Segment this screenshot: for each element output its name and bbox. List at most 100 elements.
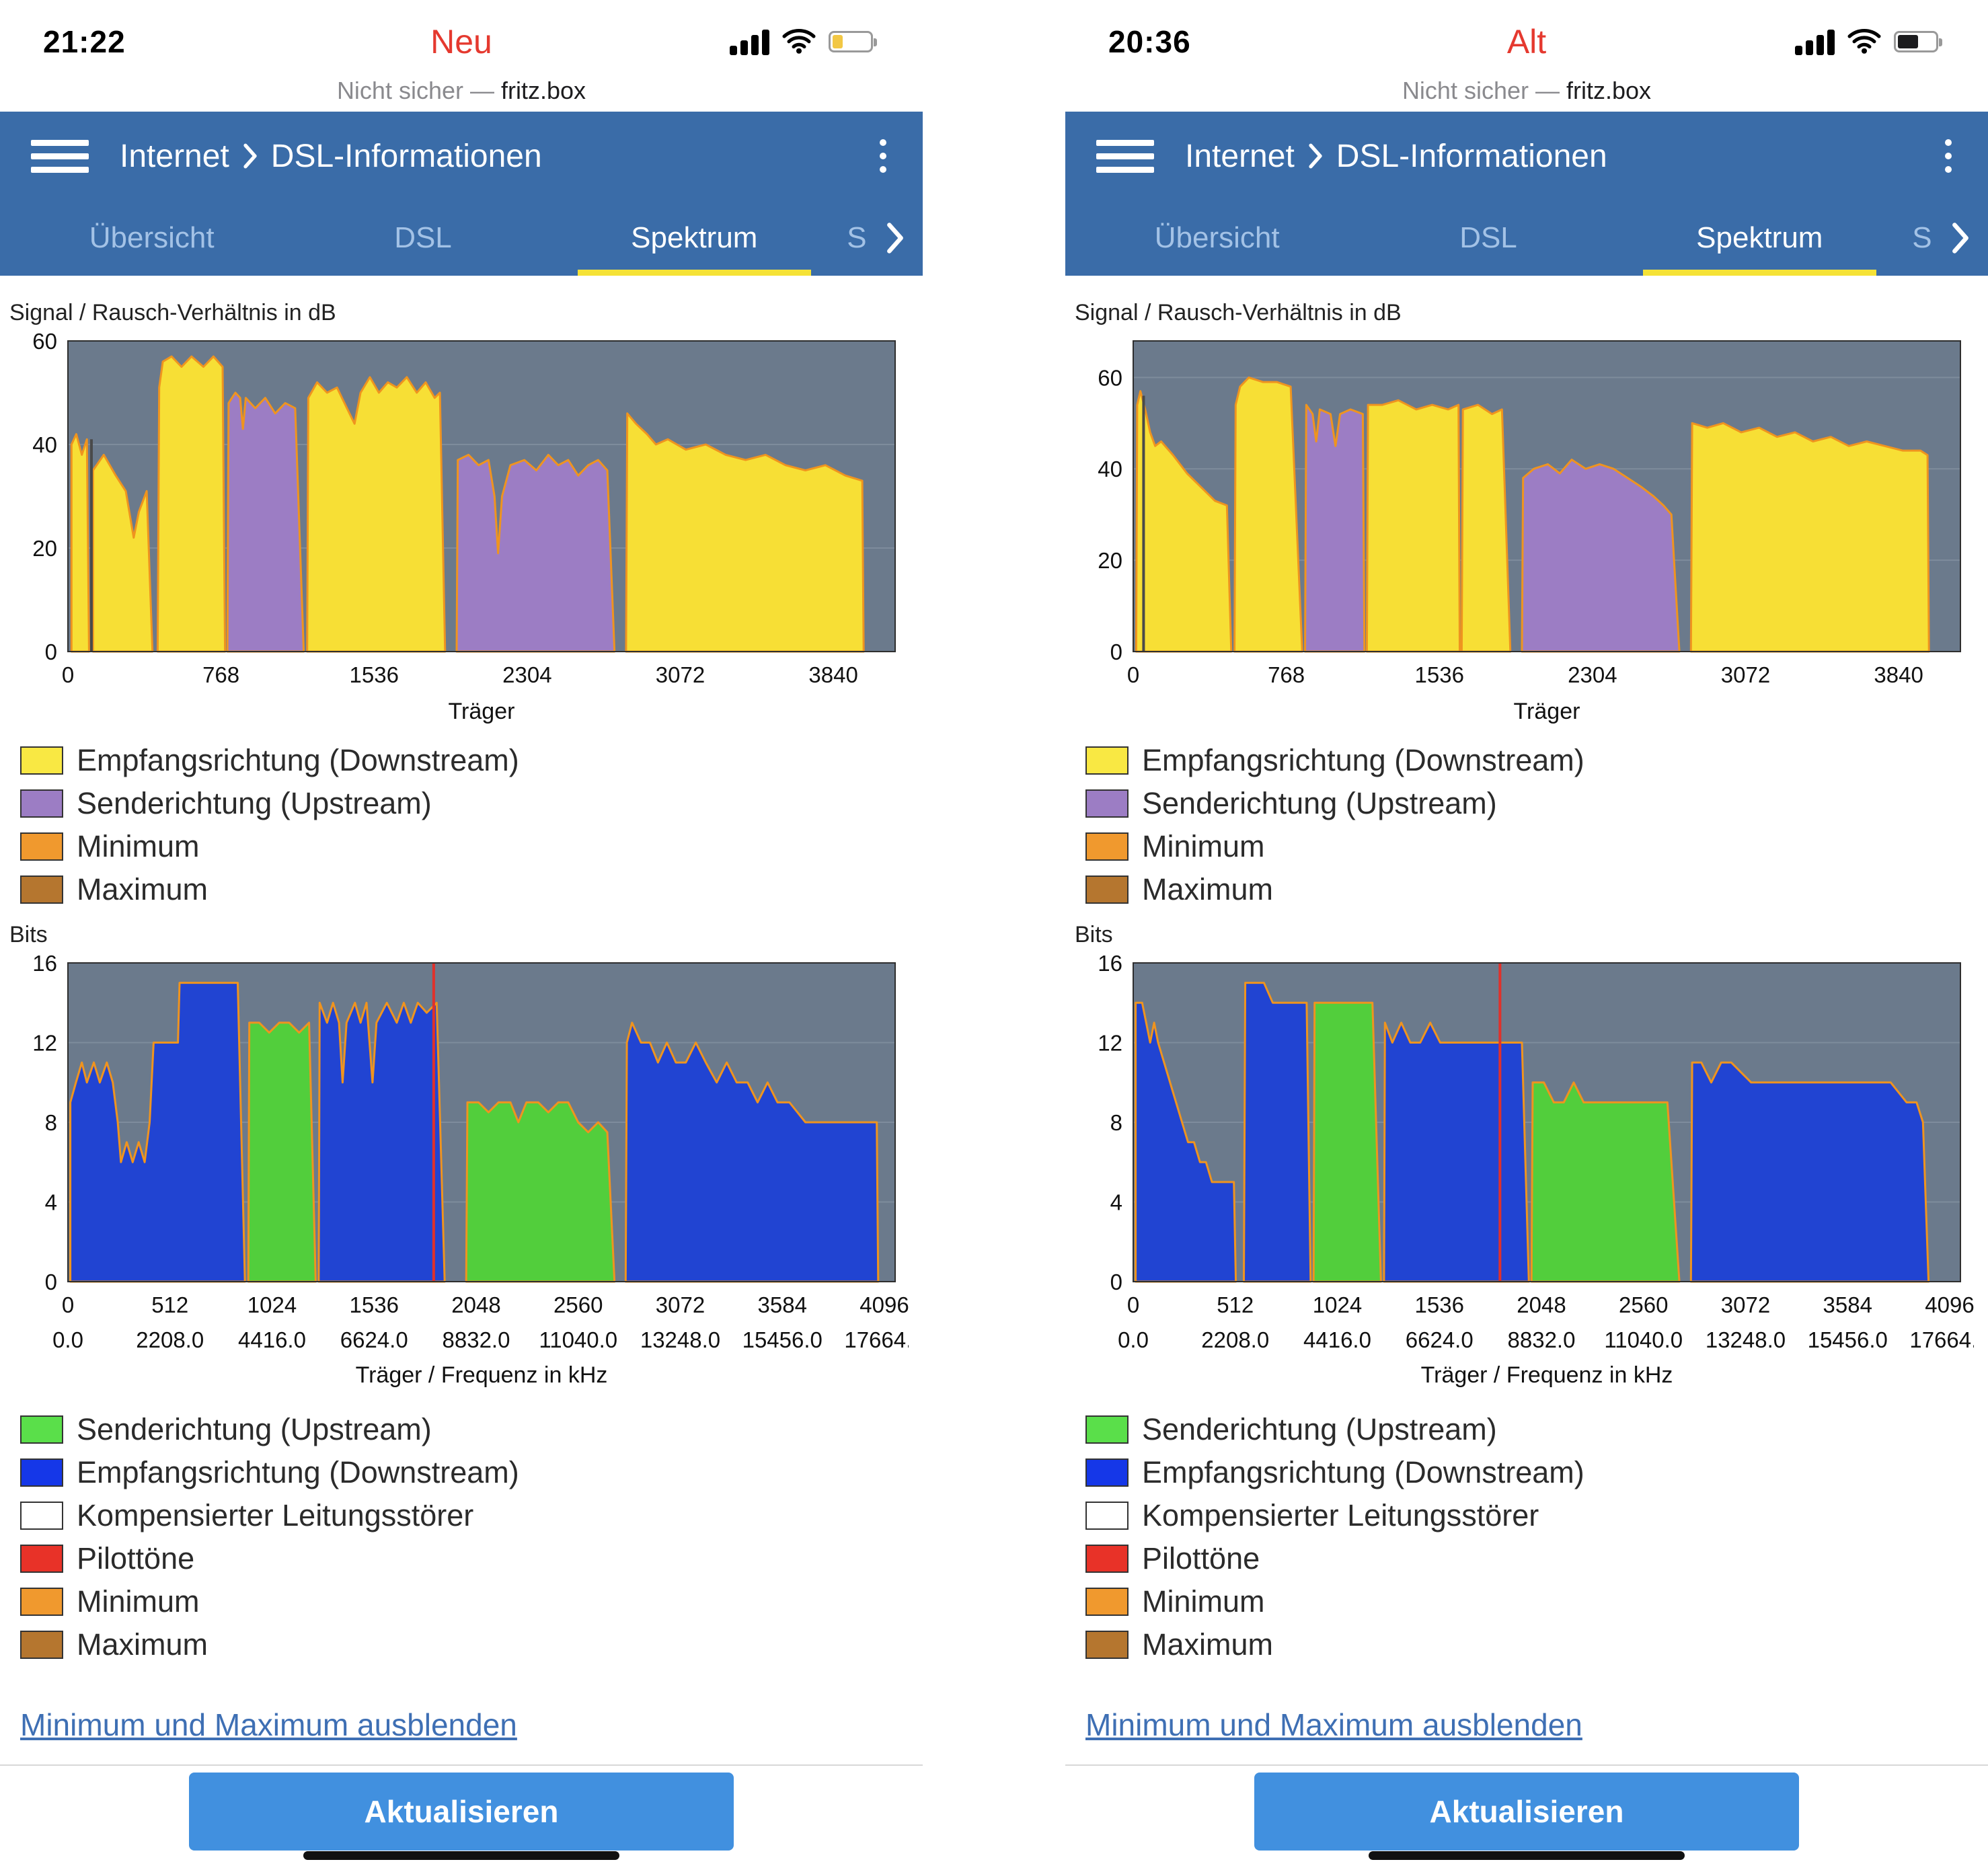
snr-chart-title: Signal / Rausch-Verhältnis in dB: [1075, 300, 1402, 325]
breadcrumb-internet[interactable]: Internet: [1185, 138, 1295, 174]
footer-bar: Aktualisieren: [0, 1764, 923, 1868]
svg-text:11040.0: 11040.0: [539, 1327, 617, 1352]
svg-text:4: 4: [1110, 1190, 1122, 1215]
legend-label: Empfangsrichtung (Downstream): [1142, 743, 1584, 777]
legend-swatch: [20, 875, 63, 904]
svg-text:15456.0: 15456.0: [1808, 1327, 1888, 1352]
tab-spektrum[interactable]: Spektrum: [559, 200, 830, 276]
status-icons: [1795, 28, 1945, 56]
menu-button[interactable]: [1096, 139, 1154, 173]
svg-text:3584: 3584: [1823, 1292, 1872, 1317]
svg-text:0: 0: [1110, 1270, 1122, 1294]
legend-swatch: [20, 1631, 63, 1659]
overflow-menu-button[interactable]: [874, 134, 892, 178]
svg-text:0: 0: [62, 1292, 74, 1317]
legend-swatch: [1085, 1631, 1129, 1659]
menu-button[interactable]: [31, 139, 89, 173]
tab-s[interactable]: S: [1912, 221, 1932, 254]
home-indicator[interactable]: [303, 1851, 619, 1860]
svg-text:60: 60: [1098, 365, 1122, 390]
legend-item: Pilottöne: [20, 1541, 923, 1576]
tab-übersicht[interactable]: Übersicht: [1154, 221, 1280, 254]
url-domain: fritz.box: [1566, 77, 1652, 104]
phone-screenshot: 20:36 Alt Nicht sicher — fritz.box: [1065, 0, 1988, 1868]
refresh-button[interactable]: Aktualisieren: [189, 1773, 734, 1851]
svg-text:8832.0: 8832.0: [443, 1327, 510, 1352]
app-header: Internet DSL-Informationen Übersicht DSL S…: [1065, 112, 1988, 276]
svg-text:0.0: 0.0: [52, 1327, 83, 1352]
svg-text:20: 20: [1098, 548, 1122, 573]
url-bar[interactable]: Nicht sicher — fritz.box: [1065, 70, 1988, 112]
svg-text:8: 8: [45, 1110, 57, 1135]
tab-bar: Übersicht DSL Spektrum S: [1065, 200, 1988, 276]
legend-label: Empfangsrichtung (Downstream): [77, 743, 519, 777]
url-domain: fritz.box: [501, 77, 586, 104]
svg-text:17664.0: 17664.0: [844, 1327, 909, 1352]
svg-text:Träger / Frequenz in kHz: Träger / Frequenz in kHz: [1421, 1362, 1673, 1388]
legend-label: Maximum: [77, 872, 208, 906]
legend-label: Minimum: [1142, 1584, 1265, 1619]
svg-text:2560: 2560: [1619, 1292, 1668, 1317]
breadcrumb-internet[interactable]: Internet: [120, 138, 229, 174]
tab-übersicht[interactable]: Übersicht: [89, 221, 215, 254]
link-min-max-0[interactable]: Minimum und Maximum ausblenden: [1085, 1707, 1582, 1742]
legend-item: Maximum: [20, 872, 923, 907]
status-icons: [730, 28, 880, 56]
legend-item: Minimum: [20, 829, 923, 864]
svg-text:17664.0: 17664.0: [1909, 1327, 1974, 1352]
page-content: Signal / Rausch-Verhältnis in dB 0 20 40 60…: [0, 276, 923, 1868]
legend-item: Minimum: [1085, 1584, 1988, 1619]
svg-text:4096: 4096: [859, 1292, 909, 1317]
svg-text:512: 512: [1217, 1292, 1254, 1317]
home-indicator[interactable]: [1369, 1851, 1685, 1860]
status-time: 20:36: [1108, 24, 1191, 59]
svg-text:4416.0: 4416.0: [238, 1327, 306, 1352]
phone-screenshot: 21:22 Neu Nicht sicher — fritz.box: [0, 0, 923, 1868]
svg-text:0: 0: [1110, 639, 1122, 664]
cellular-signal-icon: [1795, 28, 1835, 55]
status-bar: 20:36 Alt: [1065, 0, 1988, 70]
tab-dsl[interactable]: DSL: [1459, 221, 1517, 254]
legend-label: Minimum: [1142, 829, 1265, 863]
legend-label: Pilottöne: [77, 1541, 195, 1575]
svg-text:0: 0: [45, 1270, 57, 1294]
snr-legend: Empfangsrichtung (Downstream) Senderichtu…: [1065, 743, 1988, 907]
svg-text:2048: 2048: [451, 1292, 500, 1317]
tab-dsl[interactable]: DSL: [394, 221, 452, 254]
breadcrumb: Internet DSL-Informationen: [120, 138, 542, 175]
svg-text:8: 8: [1110, 1110, 1122, 1135]
svg-text:2560: 2560: [553, 1292, 603, 1317]
svg-text:1024: 1024: [247, 1292, 297, 1317]
overflow-menu-button[interactable]: [1940, 134, 1957, 178]
tab-spektrum[interactable]: Spektrum: [1624, 200, 1895, 276]
svg-text:15456.0: 15456.0: [742, 1327, 823, 1352]
snr-chart-title: Signal / Rausch-Verhältnis in dB: [9, 300, 336, 325]
link-min-max-0[interactable]: Minimum und Maximum ausblenden: [20, 1707, 517, 1742]
svg-text:2208.0: 2208.0: [1201, 1327, 1269, 1352]
svg-text:6624.0: 6624.0: [1406, 1327, 1474, 1352]
tabs-list: Übersicht DSL Spektrum S: [1081, 200, 1949, 276]
comparison-label: Neu: [430, 23, 492, 61]
tabs-scroll-chevron-icon[interactable]: [1949, 221, 1972, 256]
svg-text:40: 40: [32, 432, 57, 457]
tabs-list: Übersicht DSL Spektrum S: [16, 200, 884, 276]
svg-text:3840: 3840: [1874, 662, 1923, 687]
legend-swatch: [20, 1588, 63, 1616]
legend-label: Minimum: [77, 1584, 200, 1619]
bits-chart-title: Bits: [9, 922, 48, 947]
refresh-button[interactable]: Aktualisieren: [1254, 1773, 1799, 1851]
legend-item: Pilottöne: [1085, 1541, 1988, 1576]
wifi-icon: [1847, 29, 1881, 54]
svg-text:1536: 1536: [1415, 1292, 1464, 1317]
svg-text:16: 16: [1098, 952, 1122, 976]
legend-item: Empfangsrichtung (Downstream): [20, 743, 923, 778]
svg-text:Träger: Träger: [1514, 699, 1580, 724]
url-bar[interactable]: Nicht sicher — fritz.box: [0, 70, 923, 112]
tabs-scroll-chevron-icon[interactable]: [884, 221, 907, 256]
app-header-top: Internet DSL-Informationen: [1065, 112, 1988, 200]
svg-text:3072: 3072: [656, 662, 705, 687]
svg-text:1536: 1536: [1415, 662, 1464, 687]
tab-s[interactable]: S: [847, 221, 867, 254]
snr-legend: Empfangsrichtung (Downstream) Senderichtu…: [0, 743, 923, 907]
